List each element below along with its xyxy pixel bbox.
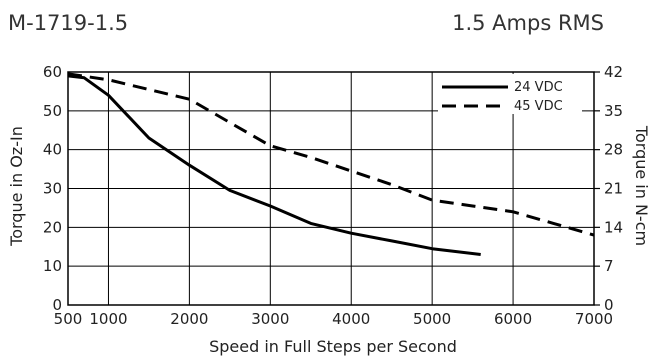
y-axis-ticks: 0 10 20 30 40 50 60 [43,63,62,314]
legend-label-45vdc: 45 VDC [514,99,563,114]
x-tick-label: 4000 [332,310,370,328]
legend: 24 VDC 45 VDC [438,74,582,114]
y2-tick-label: 35 [604,102,623,120]
y-tick-label: 10 [43,257,62,275]
x-axis-ticks: 500 1000 2000 3000 4000 5000 6000 7000 [54,310,613,328]
x-tick-label: 2000 [170,310,208,328]
chart-subtitle: 1.5 Amps RMS [452,11,604,35]
y-tick-label: 30 [43,180,62,198]
x-tick-label: 7000 [575,310,613,328]
y2-tick-label: 7 [604,257,614,275]
chart-title: M-1719-1.5 [8,11,129,35]
x-tick-label: 1000 [89,310,127,328]
legend-label-24vdc: 24 VDC [514,80,563,95]
x-tick-label: 5000 [413,310,451,328]
y2-tick-label: 14 [604,218,623,236]
y2-axis-ticks: 0 7 14 21 28 35 42 [594,63,623,314]
y-tick-label: 20 [43,218,62,236]
y2-tick-label: 42 [604,63,623,81]
y2-tick-label: 28 [604,141,623,159]
x-tick-label: 6000 [494,310,532,328]
y-axis-label: Torque in Oz-In [7,126,26,247]
legend-box [438,74,582,114]
y2-axis-label: Torque in N-cm [632,125,651,246]
y-tick-label: 50 [43,102,62,120]
x-axis-label: Speed in Full Steps per Second [209,337,457,356]
y-tick-label: 40 [43,141,62,159]
series-line-45vdc [67,72,595,237]
y2-tick-label: 0 [604,296,614,314]
series-layer [67,72,595,256]
x-tick-label: 500 [54,310,83,328]
y-tick-label: 60 [43,63,62,81]
x-tick-label: 3000 [251,310,289,328]
y-tick-label: 0 [52,296,62,314]
y2-tick-label: 21 [604,180,623,198]
series-line-24vdc [67,74,481,256]
